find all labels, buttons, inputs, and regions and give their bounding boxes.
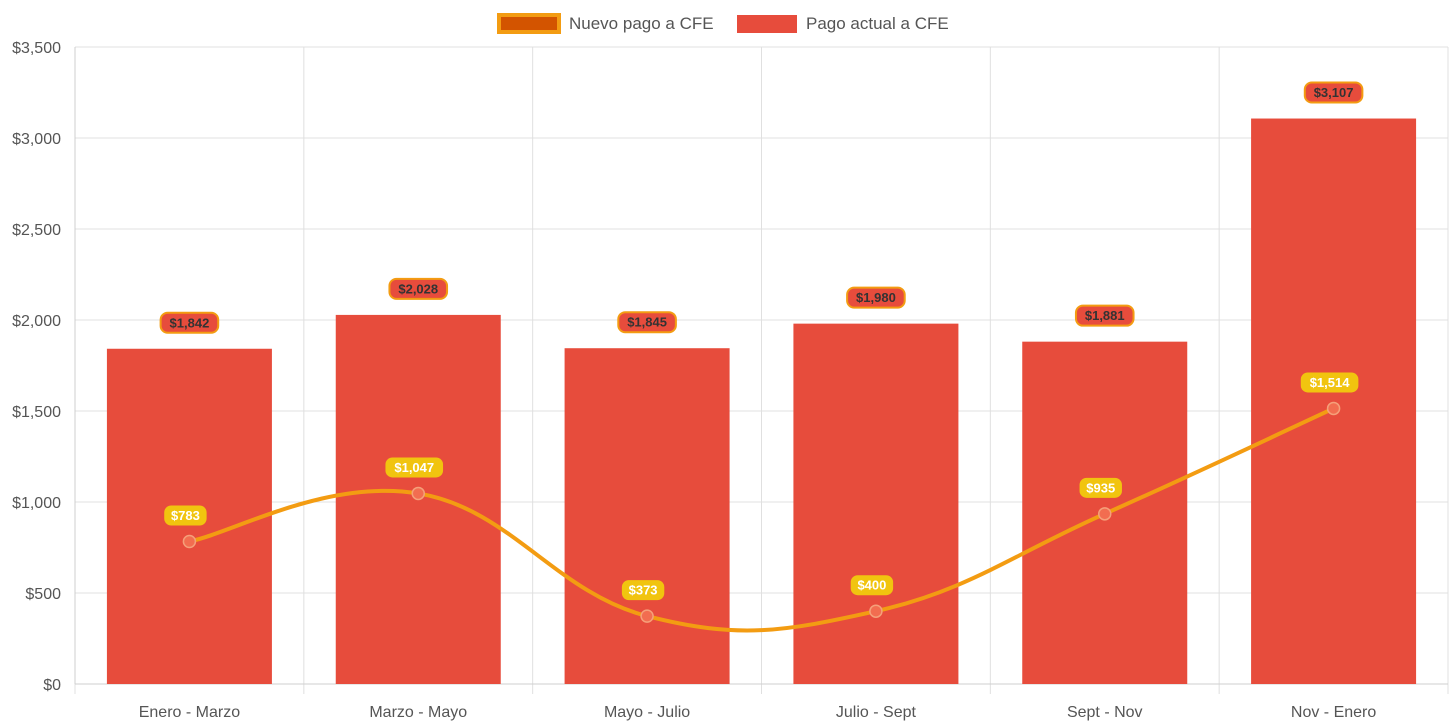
y-tick-label: $3,500 xyxy=(12,40,61,57)
data-label-background xyxy=(388,277,449,300)
data-label-text: $400 xyxy=(857,578,886,593)
data-label: $1,980 xyxy=(846,286,906,309)
x-tick-label: Marzo - Mayo xyxy=(369,704,467,721)
series-line-nuevo-pago xyxy=(187,406,1336,633)
x-tick-label: Mayo - Julio xyxy=(604,704,690,721)
data-label-background xyxy=(1079,477,1122,498)
x-tick-label: Sept - Nov xyxy=(1067,704,1143,721)
x-tick-label: Nov - Enero xyxy=(1291,704,1376,721)
data-label: $783 xyxy=(164,505,207,526)
line-point[interactable] xyxy=(1326,401,1341,416)
data-label: $373 xyxy=(621,580,665,601)
line-point[interactable] xyxy=(411,486,425,501)
legend: Nuevo pago a CFE Pago actual a CFE xyxy=(497,13,949,34)
bar[interactable] xyxy=(793,323,959,684)
data-label: $2,028 xyxy=(388,277,449,300)
y-tick-label: $2,500 xyxy=(12,222,61,239)
data-label-text: $373 xyxy=(629,583,658,598)
data-label: $1,047 xyxy=(385,457,444,478)
data-label: $1,845 xyxy=(617,311,677,334)
data-label-background xyxy=(846,286,906,309)
data-label: $935 xyxy=(1079,477,1122,498)
data-label-text: $935 xyxy=(1086,480,1115,495)
data-label: $1,514 xyxy=(1300,372,1359,393)
y-tick-label: $3,000 xyxy=(12,131,61,148)
legend-label-pago-actual[interactable]: Pago actual a CFE xyxy=(806,14,949,33)
y-tick-label: $1,500 xyxy=(12,404,61,421)
legend-label-nuevo-pago[interactable]: Nuevo pago a CFE xyxy=(569,14,714,33)
y-tick-label: $0 xyxy=(43,677,61,694)
data-label-text: $1,842 xyxy=(170,315,210,330)
data-label-background xyxy=(850,575,894,596)
bar[interactable] xyxy=(564,348,730,684)
line-point[interactable] xyxy=(1098,507,1112,521)
line-point[interactable] xyxy=(869,604,883,618)
y-tick-label: $1,000 xyxy=(12,495,61,512)
data-label-text: $783 xyxy=(171,508,200,523)
data-label-background xyxy=(617,311,677,334)
data-label-text: $1,047 xyxy=(394,460,434,475)
data-label-text: $1,514 xyxy=(1310,375,1351,390)
data-label-background xyxy=(1074,304,1135,327)
data-label-background xyxy=(385,457,444,478)
x-tick-label: Julio - Sept xyxy=(836,704,917,721)
data-label-text: $1,881 xyxy=(1085,308,1125,323)
legend-swatch-nuevo-pago[interactable] xyxy=(497,13,561,34)
data-label-background xyxy=(1303,81,1364,104)
data-label-text: $3,107 xyxy=(1314,85,1354,100)
grid xyxy=(74,46,1449,694)
data-label-background xyxy=(164,505,207,526)
line-point[interactable] xyxy=(182,534,197,549)
y-tick-label: $2,000 xyxy=(12,313,61,330)
data-label: $1,842 xyxy=(159,311,220,334)
data-label-text: $1,845 xyxy=(627,315,667,330)
bar[interactable] xyxy=(1251,118,1417,684)
line-point[interactable] xyxy=(640,609,654,623)
data-label-background xyxy=(621,580,665,601)
legend-swatch-pago-actual[interactable] xyxy=(737,15,797,33)
data-label-background xyxy=(1300,372,1359,393)
data-label: $3,107 xyxy=(1303,81,1364,104)
data-label-background xyxy=(159,311,220,334)
data-label-text: $2,028 xyxy=(398,281,438,296)
data-label: $1,881 xyxy=(1074,304,1135,327)
x-tick-label: Enero - Marzo xyxy=(139,704,240,721)
y-tick-label: $500 xyxy=(25,586,61,603)
data-label-text: $1,980 xyxy=(856,290,896,305)
data-label: $400 xyxy=(850,575,894,596)
